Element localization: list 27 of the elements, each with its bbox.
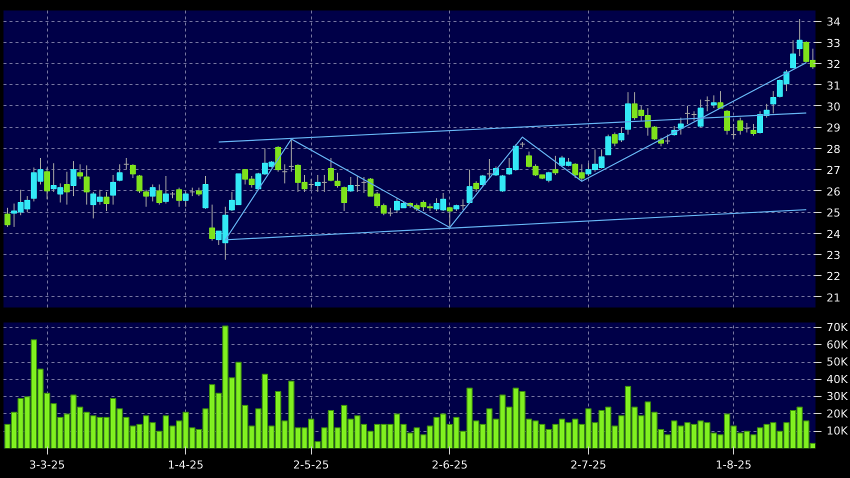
y-tick-label: 27 <box>826 164 840 178</box>
y-tick-label: 30K <box>826 390 848 404</box>
y-tick-label: 20K <box>826 407 848 420</box>
y-tick-label: 40K <box>826 372 848 386</box>
y-tick-label: 50K <box>826 356 848 369</box>
y-tick-label: 26 <box>826 185 840 198</box>
y-tick-label: 70K <box>826 321 848 334</box>
y-tick-label: 10K <box>826 424 848 438</box>
x-tick-label: 2-6-25 <box>432 458 468 472</box>
x-tick-label: 2-5-25 <box>293 458 330 472</box>
y-tick-label: 32 <box>826 58 840 72</box>
y-tick-label: 24 <box>826 228 840 241</box>
x-tick-label: 1-8-25 <box>716 458 752 472</box>
y-tick-label: 30 <box>826 100 840 114</box>
y-tick-label: 34 <box>826 16 840 29</box>
y-tick-label: 22 <box>826 270 840 284</box>
y-tick-label: 29 <box>826 122 840 135</box>
y-tick-label: 33 <box>826 36 840 50</box>
x-tick-label: 3-3-25 <box>29 458 66 472</box>
x-tick-label: 1-4-25 <box>168 458 204 472</box>
y-tick-label: 23 <box>826 248 840 262</box>
x-tick-label: 2-7-25 <box>570 458 606 472</box>
y-tick-label: 31 <box>826 79 840 92</box>
y-tick-label: 25 <box>826 206 840 220</box>
y-tick-label: 60K <box>826 338 848 352</box>
y-tick-label: 28 <box>826 142 840 156</box>
y-tick-label: 21 <box>826 291 840 304</box>
